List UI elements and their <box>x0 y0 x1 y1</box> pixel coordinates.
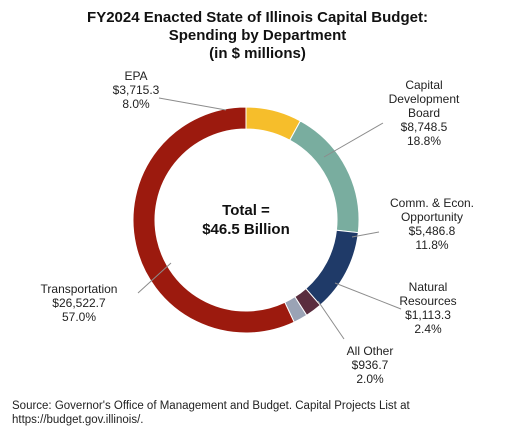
slice-name-line: Opportunity <box>401 210 463 224</box>
slice-value: $26,522.7 <box>52 296 106 310</box>
slice-label-natural-resources: Natural Resources $1,113.3 2.4% <box>399 280 456 336</box>
slice-value: $3,715.3 <box>113 83 160 97</box>
slice-name-line: Development <box>389 92 460 106</box>
chart-title: FY2024 Enacted State of Illinois Capital… <box>0 9 515 63</box>
slice-label-all-other: All Other $936.7 2.0% <box>347 344 394 386</box>
slice-name-line: Comm. & Econ. <box>390 196 474 210</box>
slice-name-line: Natural <box>409 280 448 294</box>
center-total-label-line-1: Total = <box>222 202 270 219</box>
slice-percent: 2.0% <box>356 372 384 386</box>
slice-name-line: Resources <box>399 294 456 308</box>
slice-value: $1,113.3 <box>405 308 451 322</box>
leader-line-epa <box>158 97 227 111</box>
slice-labels: EPA $3,715.3 8.0% Capital Development Board $8… <box>41 69 474 386</box>
slice-name-line: EPA <box>124 69 147 83</box>
slice-name-line: All Other <box>347 344 394 358</box>
slice-label-capital-development-board: Capital Development Board $8,748.5 18.8% <box>389 78 460 148</box>
slice-value: $5,486.8 <box>409 224 456 238</box>
slice-value: $8,748.5 <box>401 120 448 134</box>
slice-label-comm-econ-opportunity: Comm. & Econ. Opportunity $5,486.8 11.8% <box>390 196 474 252</box>
slice-name-line: Capital <box>405 78 442 92</box>
source-note: Source: Governor's Office of Management … <box>12 400 410 426</box>
slice-percent: 18.8% <box>407 134 441 148</box>
leader-line-capital-development-board <box>323 122 384 158</box>
chart-title-line-3: (in $ millions) <box>209 45 306 62</box>
leader-line-transportation <box>137 262 172 294</box>
slice-percent: 2.4% <box>414 322 442 336</box>
leader-lines <box>137 97 402 340</box>
leader-line-comm-econ-opportunity <box>351 231 380 238</box>
slice-percent: 57.0% <box>62 310 96 324</box>
donut-slices <box>132 106 360 334</box>
slice-name-line: Board <box>408 106 440 120</box>
slice-capital-development-board <box>289 120 360 234</box>
slice-label-epa: EPA $3,715.3 8.0% <box>113 69 160 111</box>
chart-title-line-1: FY2024 Enacted State of Illinois Capital… <box>87 9 428 26</box>
slice-percent: 11.8% <box>415 238 448 252</box>
slice-name-line: Transportation <box>41 282 118 296</box>
slice-label-transportation: Transportation $26,522.7 57.0% <box>41 282 118 324</box>
center-total-label-line-2: $46.5 Billion <box>202 221 290 238</box>
slice-transportation <box>132 106 295 334</box>
chart-title-line-2: Spending by Department <box>168 27 347 44</box>
slice-percent: 8.0% <box>122 97 150 111</box>
slice-value: $936.7 <box>352 358 389 372</box>
slice-comm-econ-opportunity <box>305 229 359 306</box>
leader-line-natural-resources <box>334 282 402 310</box>
leader-line-all-other <box>317 300 345 340</box>
